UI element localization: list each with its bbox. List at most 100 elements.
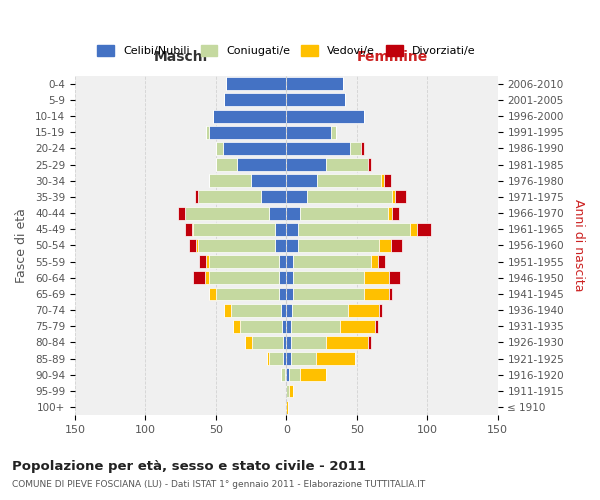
Bar (226, 78, 286, 90)
Bar (379, 304, 382, 316)
Text: Maschi: Maschi (154, 50, 208, 64)
Bar (281, 304, 286, 316)
Bar (364, 288, 389, 300)
Bar (193, 223, 275, 236)
Y-axis label: Fasce di età: Fasce di età (15, 208, 28, 283)
Bar (209, 272, 279, 284)
Bar (286, 320, 290, 333)
Bar (286, 384, 289, 398)
Bar (216, 288, 279, 300)
Bar (395, 190, 406, 203)
Bar (193, 272, 205, 284)
Bar (392, 190, 395, 203)
Bar (286, 94, 346, 106)
Bar (389, 272, 400, 284)
Bar (331, 126, 335, 138)
Bar (213, 110, 286, 122)
Bar (410, 223, 418, 236)
Bar (293, 255, 371, 268)
Bar (317, 174, 381, 187)
Bar (383, 174, 391, 187)
Bar (281, 368, 285, 382)
Bar (206, 126, 209, 138)
Bar (197, 190, 261, 203)
Bar (178, 206, 185, 220)
Bar (286, 288, 293, 300)
Bar (269, 206, 286, 220)
Bar (326, 336, 368, 349)
Bar (289, 384, 293, 398)
Bar (286, 352, 290, 365)
Bar (209, 255, 279, 268)
Text: Femmine: Femmine (356, 50, 428, 64)
Bar (286, 78, 343, 90)
Bar (290, 320, 340, 333)
Bar (292, 304, 349, 316)
Bar (282, 320, 286, 333)
Bar (290, 336, 326, 349)
Bar (286, 110, 364, 122)
Bar (286, 174, 317, 187)
Bar (293, 288, 364, 300)
Bar (232, 304, 281, 316)
Bar (269, 352, 283, 365)
Bar (285, 368, 286, 382)
Bar (286, 368, 289, 382)
Bar (381, 174, 383, 187)
Legend: Celibi/Nubili, Coniugati/e, Vedovi/e, Divorziati/e: Celibi/Nubili, Coniugati/e, Vedovi/e, Di… (93, 40, 479, 61)
Bar (375, 320, 378, 333)
Bar (253, 336, 283, 349)
Bar (286, 190, 307, 203)
Bar (286, 239, 298, 252)
Bar (298, 239, 379, 252)
Bar (233, 320, 240, 333)
Bar (283, 336, 286, 349)
Bar (223, 142, 286, 155)
Bar (205, 272, 209, 284)
Bar (209, 126, 286, 138)
Bar (286, 158, 326, 171)
Bar (289, 368, 301, 382)
Bar (216, 142, 223, 155)
Bar (195, 190, 197, 203)
Bar (326, 158, 368, 171)
Bar (392, 206, 399, 220)
Bar (286, 126, 331, 138)
Bar (283, 352, 286, 365)
Bar (196, 239, 197, 252)
Bar (197, 239, 275, 252)
Bar (266, 352, 269, 365)
Bar (286, 304, 292, 316)
Y-axis label: Anni di nascita: Anni di nascita (572, 199, 585, 292)
Bar (192, 223, 193, 236)
Bar (286, 206, 301, 220)
Bar (368, 158, 371, 171)
Bar (388, 206, 392, 220)
Text: COMUNE DI PIEVE FOSCIANA (LU) - Dati ISTAT 1° gennaio 2011 - Elaborazione TUTTIT: COMUNE DI PIEVE FOSCIANA (LU) - Dati IST… (12, 480, 425, 489)
Bar (391, 239, 402, 252)
Bar (275, 239, 286, 252)
Bar (279, 255, 286, 268)
Bar (378, 255, 385, 268)
Bar (307, 190, 392, 203)
Bar (245, 336, 253, 349)
Bar (350, 142, 361, 155)
Bar (293, 272, 364, 284)
Bar (199, 255, 206, 268)
Bar (349, 304, 379, 316)
Bar (224, 94, 286, 106)
Bar (206, 255, 209, 268)
Bar (301, 368, 326, 382)
Bar (418, 223, 431, 236)
Bar (298, 223, 410, 236)
Bar (286, 336, 290, 349)
Bar (185, 223, 192, 236)
Bar (368, 336, 371, 349)
Bar (286, 142, 350, 155)
Bar (286, 272, 293, 284)
Bar (237, 158, 286, 171)
Text: Popolazione per età, sesso e stato civile - 2011: Popolazione per età, sesso e stato civil… (12, 460, 366, 473)
Bar (261, 190, 286, 203)
Bar (251, 174, 286, 187)
Bar (209, 174, 251, 187)
